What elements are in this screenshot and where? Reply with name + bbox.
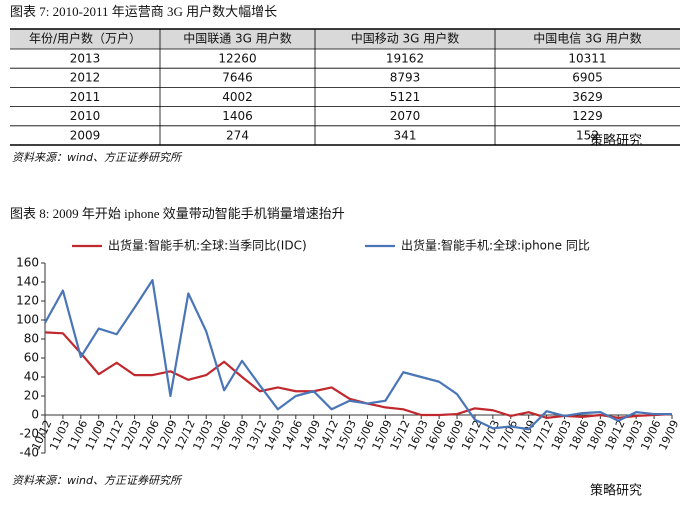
table-header-cell: 中国联通 3G 用户数 (183, 31, 292, 46)
table-cell: 19162 (386, 52, 424, 66)
table-cell: 274 (226, 128, 249, 142)
table-cell: 2009 (70, 128, 101, 142)
table-cell: 10311 (568, 52, 606, 66)
y-tick-label: 40 (24, 370, 39, 384)
table-cell: 12260 (218, 52, 256, 66)
table-cell: 7646 (222, 71, 253, 85)
table-cell: 1229 (572, 109, 603, 123)
table-cell: 5121 (390, 90, 421, 104)
y-tick-label: 60 (24, 351, 39, 365)
y-tick-label: 100 (16, 313, 39, 327)
table-cell: 1406 (222, 109, 253, 123)
table-cell: 152 (576, 128, 599, 142)
table-cell: 2010 (70, 109, 101, 123)
source-note: 资料来源：wind、方正证券研究所 (12, 474, 183, 487)
table-cell: 8793 (390, 71, 421, 85)
watermark: 策略研究 (590, 483, 642, 499)
y-tick-label: 140 (16, 275, 39, 289)
legend-label: 出货量:智能手机:全球:当季同比(IDC) (108, 238, 307, 253)
table-header-cell: 年份/用户数（万户） (29, 31, 141, 46)
figure-title: 图表 7: 2010-2011 年运营商 3G 用户数大幅增长 (10, 4, 277, 19)
legend-label: 出货量:智能手机:全球:iphone 同比 (401, 238, 590, 253)
y-tick-label: 80 (24, 332, 39, 346)
watermark: 策略研究 (590, 133, 642, 149)
table-header-bg (10, 29, 680, 49)
figure-title: 图表 8: 2009 年开始 iphone 效量带动智能手机销量增速抬升 (10, 206, 345, 221)
y-tick-label: 20 (24, 389, 39, 403)
table-cell: 341 (394, 128, 417, 142)
y-tick-label: -40 (19, 446, 39, 460)
table-header-cell: 中国移动 3G 用户数 (351, 31, 460, 46)
table-header-cell: 中国电信 3G 用户数 (533, 31, 642, 46)
source-note: 资料来源：wind、方正证券研究所 (12, 151, 183, 164)
table-cell: 2013 (70, 52, 101, 66)
table-cell: 6905 (572, 71, 603, 85)
y-tick-label: 120 (16, 294, 39, 308)
y-tick-label: -20 (19, 427, 39, 441)
table-cell: 3629 (572, 90, 603, 104)
y-tick-label: 0 (31, 408, 39, 422)
table-cell: 2070 (390, 109, 421, 123)
table-cell: 4002 (222, 90, 253, 104)
series-line (44, 279, 672, 431)
table-cell: 2012 (70, 71, 101, 85)
series-line (44, 331, 673, 419)
y-tick-label: 160 (16, 256, 39, 270)
table-cell: 2011 (70, 90, 101, 104)
